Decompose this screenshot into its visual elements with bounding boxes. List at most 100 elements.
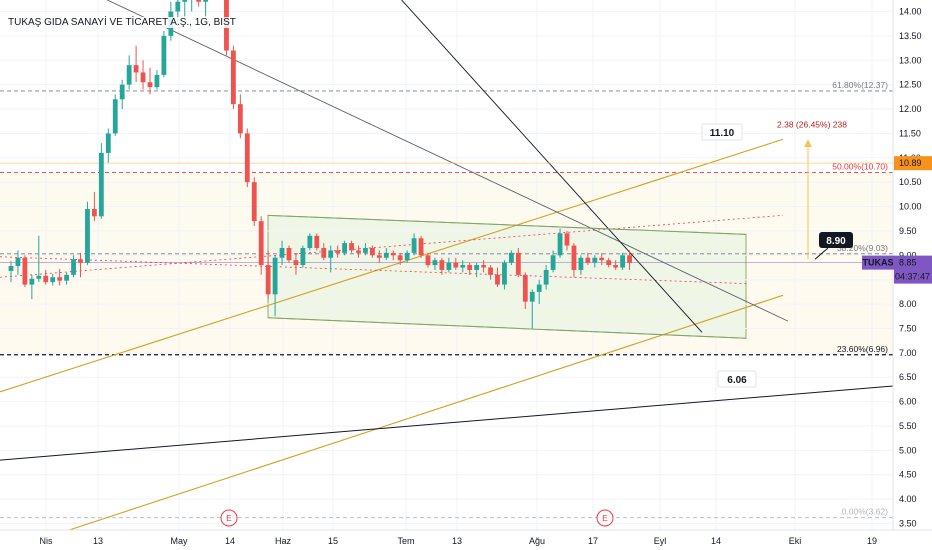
y-tick-label: 7.50 <box>899 323 917 333</box>
candle <box>29 278 35 285</box>
y-tick-label: 10.50 <box>899 177 922 187</box>
earnings-marker <box>596 509 614 527</box>
x-tick-label: Tem <box>397 536 414 546</box>
target-current-label-box <box>819 232 853 248</box>
candle <box>314 235 320 248</box>
y-tick-label: 5.50 <box>899 421 917 431</box>
candle <box>203 0 208 2</box>
candle <box>182 0 188 2</box>
candle <box>112 99 118 134</box>
candle <box>543 269 549 285</box>
candle <box>105 133 111 153</box>
target-current-label: 8.90 <box>826 236 846 247</box>
y-tick-label: 10.00 <box>899 202 922 212</box>
candle <box>85 208 90 263</box>
candle <box>78 259 83 263</box>
fib-label: 38.20%(9.03) <box>837 243 888 253</box>
y-tick-label: 9.00 <box>899 250 917 260</box>
candle <box>15 257 21 267</box>
candle <box>585 257 591 263</box>
candle <box>578 257 584 270</box>
candle <box>258 221 264 266</box>
y-tick-label: 4.00 <box>899 494 917 504</box>
candle <box>613 265 619 268</box>
target-low-label-box <box>717 370 757 388</box>
target-low-label: 6.06 <box>727 375 747 386</box>
fib-label: 61.80%(12.37) <box>832 80 888 90</box>
candle <box>363 247 368 253</box>
inner-channel-top <box>267 214 747 235</box>
candle <box>98 152 104 217</box>
fib-label: 0.00%(3.62) <box>842 507 888 517</box>
candle <box>599 257 605 261</box>
earnings-marker-label: E <box>602 513 608 523</box>
candle <box>606 260 612 266</box>
x-tick-label: 17 <box>588 536 598 546</box>
target-current-pointer <box>814 247 829 260</box>
candle <box>126 65 132 85</box>
y-tick-label: 3.50 <box>899 519 917 529</box>
candle <box>502 262 507 285</box>
candle <box>237 104 243 134</box>
candle <box>321 247 327 258</box>
candle <box>147 82 153 88</box>
candle <box>57 277 63 281</box>
candle <box>231 50 236 105</box>
candle <box>390 252 396 256</box>
x-tick-label: Nis <box>40 536 53 546</box>
candle <box>92 208 97 217</box>
candle <box>342 243 347 253</box>
candle <box>439 260 445 270</box>
descending-trendline-1 <box>106 0 789 322</box>
candle <box>154 74 160 88</box>
y-tick-label: 13.00 <box>899 55 922 65</box>
y-tick-label: 6.00 <box>899 397 917 407</box>
candle <box>119 84 125 100</box>
candle <box>522 274 528 302</box>
candle <box>8 266 14 271</box>
symbol-badge <box>862 255 894 270</box>
candle <box>335 250 341 253</box>
candle <box>397 255 403 261</box>
x-tick-label: Eyl <box>654 536 667 546</box>
candle <box>349 243 354 251</box>
candle <box>265 265 271 295</box>
x-axis-bg <box>0 530 932 550</box>
candle <box>536 284 542 292</box>
x-tick-label: 13 <box>93 536 103 546</box>
target-high-label: 11.10 <box>710 128 735 139</box>
candle <box>383 252 389 258</box>
descending-trendline-2 <box>401 0 703 333</box>
candle <box>488 267 493 275</box>
candle <box>300 247 306 266</box>
candle <box>474 265 480 270</box>
candle <box>564 233 570 246</box>
fib-label: 23.60%(6.96) <box>837 344 888 354</box>
price-badge <box>894 255 932 284</box>
candle <box>356 250 361 253</box>
candle <box>328 250 334 258</box>
channel-rectangle <box>267 214 747 339</box>
candle <box>376 255 382 258</box>
channel-mid-line <box>0 214 784 278</box>
inner-channel-bottom <box>267 317 747 339</box>
candle <box>550 255 556 270</box>
candle <box>370 247 375 256</box>
level-badge <box>894 156 932 171</box>
x-tick-label: Ağu <box>529 536 545 546</box>
candle <box>251 182 257 222</box>
candle <box>272 257 278 295</box>
candle <box>64 274 69 281</box>
symbol-badge-label: TUKAS <box>863 258 894 268</box>
y-tick-label: 9.50 <box>899 226 917 236</box>
candle <box>36 275 42 279</box>
earnings-marker <box>220 509 238 527</box>
earnings-marker-label: E <box>226 513 232 523</box>
candle <box>175 1 181 12</box>
candle <box>307 235 313 248</box>
channel-upper-line <box>0 138 784 393</box>
level-badge-label: 10.89 <box>899 158 922 168</box>
target-high-label-box <box>701 123 743 141</box>
x-tick-label: 14 <box>225 536 235 546</box>
